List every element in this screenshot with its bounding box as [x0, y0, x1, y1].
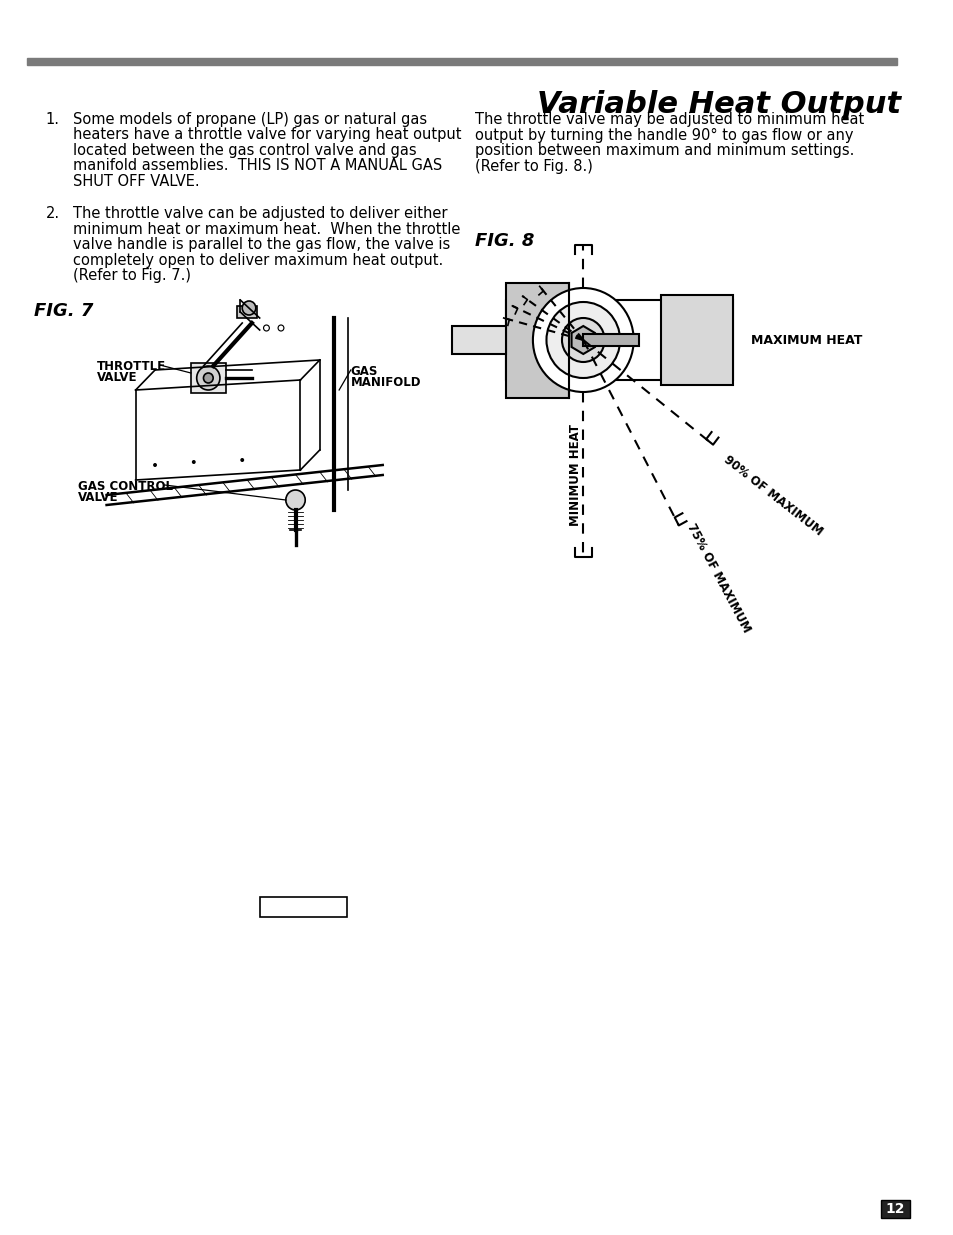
Text: manifold assemblies.  THIS IS NOT A MANUAL GAS: manifold assemblies. THIS IS NOT A MANUA… [72, 158, 441, 173]
Bar [660, 295, 733, 385]
Text: (Refer to Fig. 8.): (Refer to Fig. 8.) [475, 158, 592, 173]
Bar [452, 326, 505, 354]
Bar [191, 363, 226, 393]
Circle shape [286, 490, 305, 510]
Text: The throttle valve may be adjusted to minimum heat: The throttle valve may be adjusted to mi… [475, 112, 863, 127]
Text: completely open to deliver maximum heat output.: completely open to deliver maximum heat … [72, 252, 442, 268]
Text: (Refer to Fig. 7.): (Refer to Fig. 7.) [72, 268, 191, 283]
Circle shape [546, 303, 619, 378]
Circle shape [561, 317, 604, 362]
Text: SHUT OFF VALVE.: SHUT OFF VALVE. [72, 174, 199, 189]
Text: FIG. 7: FIG. 7 [34, 303, 93, 320]
Text: minimum heat or maximum heat.  When the throttle: minimum heat or maximum heat. When the t… [72, 221, 459, 236]
Text: THROTTLE: THROTTLE [97, 359, 166, 373]
Text: 75% OF MAXIMUM: 75% OF MAXIMUM [684, 521, 753, 635]
Circle shape [196, 366, 220, 390]
Bar [27, 58, 896, 65]
Polygon shape [582, 333, 639, 346]
Text: VALVE: VALVE [77, 492, 118, 504]
Text: 2.: 2. [46, 206, 60, 221]
Text: 1.: 1. [46, 112, 59, 127]
Text: FIG. 8: FIG. 8 [475, 232, 534, 249]
Text: located between the gas control valve and gas: located between the gas control valve an… [72, 143, 416, 158]
Bar [505, 283, 568, 398]
Polygon shape [571, 326, 595, 354]
Text: MANIFOLD: MANIFOLD [351, 375, 421, 389]
Circle shape [240, 458, 244, 462]
Text: GAS CONTROL: GAS CONTROL [77, 480, 172, 493]
Circle shape [203, 373, 213, 383]
Circle shape [242, 301, 255, 315]
Text: Variable Heat Output: Variable Heat Output [537, 90, 901, 119]
Circle shape [152, 463, 157, 467]
Bar [505, 300, 733, 380]
Text: Some models of propane (LP) gas or natural gas: Some models of propane (LP) gas or natur… [72, 112, 426, 127]
Circle shape [192, 459, 195, 464]
Text: 90% OF MAXIMUM: 90% OF MAXIMUM [720, 453, 824, 538]
Text: position between maximum and minimum settings.: position between maximum and minimum set… [475, 143, 853, 158]
Text: output by turning the handle 90° to gas flow or any: output by turning the handle 90° to gas … [475, 127, 852, 142]
Text: MAXIMUM HEAT: MAXIMUM HEAT [750, 333, 862, 347]
Text: heaters have a throttle valve for varying heat output: heaters have a throttle valve for varyin… [72, 127, 460, 142]
Text: GAS: GAS [351, 366, 377, 378]
Circle shape [533, 288, 633, 391]
Text: VALVE: VALVE [97, 370, 137, 384]
Bar [237, 306, 256, 317]
Text: valve handle is parallel to the gas flow, the valve is: valve handle is parallel to the gas flow… [72, 237, 450, 252]
Bar [880, 1200, 909, 1218]
Text: 12: 12 [884, 1202, 904, 1216]
Text: The throttle valve can be adjusted to deliver either: The throttle valve can be adjusted to de… [72, 206, 447, 221]
Text: MINIMUM HEAT: MINIMUM HEAT [568, 424, 581, 526]
